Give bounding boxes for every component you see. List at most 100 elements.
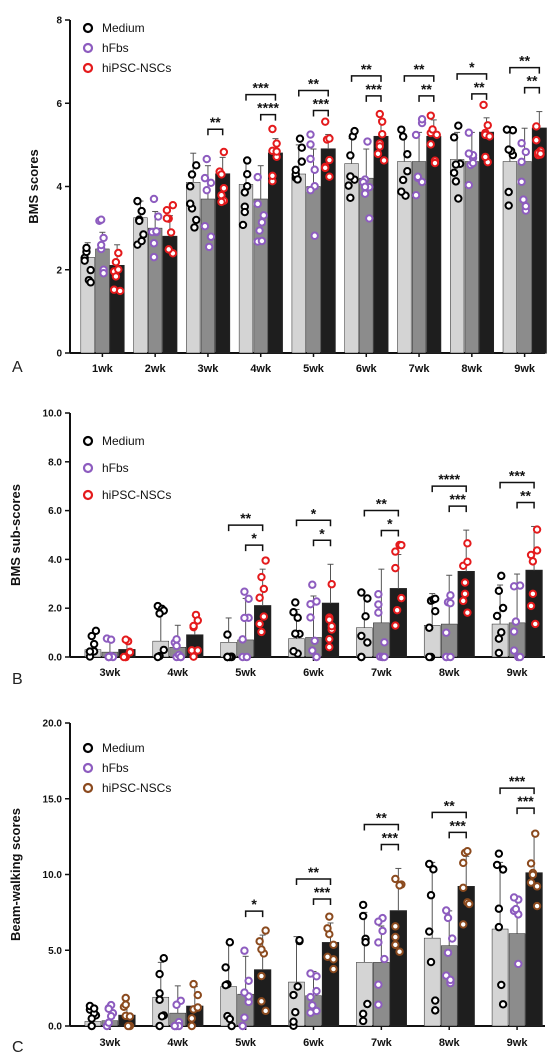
data-point-hipsc-nscs-5wk: [257, 627, 266, 637]
data-point-medium-5wk: [221, 963, 230, 972]
data-point-medium-9wk: [497, 571, 506, 581]
y-tick-label: 10.0: [43, 409, 63, 420]
data-point-hfbs-6wk: [306, 1008, 315, 1017]
data-point-medium-8wk: [425, 652, 434, 662]
data-point-hfbs-7wk: [374, 980, 383, 989]
data-point-medium-9wk: [492, 611, 502, 621]
data-point-hipsc-nscs-2wk: [162, 214, 172, 223]
data-point-medium-8wk: [426, 957, 436, 967]
data-point-hipsc-nscs-8wk: [465, 899, 474, 909]
data-point-medium-4wk: [155, 969, 164, 979]
data-point-hfbs-9wk: [521, 147, 531, 157]
y-tick-label: 0.0: [48, 653, 62, 664]
data-point-hipsc-nscs-5wk: [259, 584, 269, 594]
significance-stars: **: [520, 487, 531, 503]
data-point-medium-9wk: [494, 648, 504, 658]
data-point-medium-6wk: [291, 629, 300, 638]
significance-stars: **: [308, 75, 319, 91]
legend-label-medium: Medium: [102, 21, 145, 35]
bar-hfbs-9wk: [517, 161, 532, 354]
data-point-hfbs-9wk: [521, 201, 531, 211]
data-point-hipsc-nscs-3wk: [121, 1000, 130, 1009]
data-point-hipsc-nscs-8wk: [485, 132, 494, 141]
y-axis-label: Beam-walking scores: [8, 808, 23, 941]
data-point-hipsc-nscs-9wk: [532, 901, 542, 911]
data-point-hfbs-6wk: [312, 597, 321, 606]
significance-bracket: [471, 93, 488, 100]
bar-medium-5wk: [291, 173, 306, 354]
bar-hipsc-nscs-9wk: [525, 872, 543, 1027]
data-point-medium-6wk: [344, 181, 353, 190]
data-point-hipsc-nscs-9wk: [526, 601, 536, 611]
significance-bracket: [403, 75, 435, 82]
data-point-hipsc-nscs-1wk: [115, 286, 125, 296]
y-tick-label: 8: [56, 16, 62, 27]
data-point-hfbs-8wk: [464, 149, 474, 158]
x-tick-label: 8wk: [439, 667, 461, 679]
y-tick-label: 10.0: [43, 870, 63, 881]
data-point-hfbs-6wk: [312, 972, 321, 981]
data-point-hipsc-nscs-6wk: [325, 642, 334, 652]
data-point-hfbs-2wk: [149, 252, 159, 262]
data-point-medium-2wk: [137, 206, 146, 216]
bar-hipsc-nscs-9wk: [531, 127, 547, 354]
significance-stars: *: [251, 896, 257, 912]
data-point-hfbs-5wk: [240, 988, 249, 997]
legend-label-hfbs: hFbs: [102, 41, 129, 55]
significance-stars: ***: [382, 829, 399, 845]
data-point-hipsc-nscs-5wk: [257, 971, 266, 981]
data-point-medium-8wk: [431, 996, 440, 1005]
data-point-hfbs-7wk: [411, 191, 421, 200]
data-point-hipsc-nscs-7wk: [395, 947, 404, 956]
significance-bracket: [312, 109, 329, 117]
data-point-hipsc-nscs-8wk: [483, 121, 492, 130]
data-point-medium-4wk: [153, 652, 162, 662]
data-point-hfbs-4wk: [253, 199, 262, 209]
data-point-medium-3wk: [91, 626, 101, 636]
data-point-medium-6wk: [289, 1017, 298, 1026]
data-point-hipsc-nscs-7wk: [397, 540, 406, 550]
data-point-hipsc-nscs-9wk: [532, 136, 541, 145]
significance-bracket: [363, 823, 400, 831]
data-point-hipsc-nscs-8wk: [463, 846, 472, 856]
y-tick-label: 20.0: [43, 719, 63, 730]
data-point-hfbs-3wk: [206, 232, 216, 241]
data-point-hipsc-nscs-6wk: [375, 142, 384, 151]
x-tick-label: 8wk: [461, 363, 483, 375]
data-point-medium-5wk: [221, 980, 230, 990]
data-point-medium-5wk: [297, 143, 306, 152]
data-point-hipsc-nscs-7wk: [391, 874, 400, 884]
data-point-hfbs-4wk: [255, 226, 264, 235]
data-point-hipsc-nscs-9wk: [531, 829, 540, 838]
data-point-hipsc-nscs-4wk: [187, 1021, 196, 1031]
x-tick-label: 4wk: [250, 363, 272, 375]
data-point-hipsc-nscs-3wk: [219, 147, 229, 157]
data-point-medium-5wk: [225, 938, 235, 947]
legend-marker-medium: [82, 742, 94, 754]
data-point-medium-3wk: [89, 639, 99, 649]
legend-label-hfbs: hFbs: [102, 761, 129, 775]
data-point-hfbs-3wk: [106, 635, 116, 644]
legend-marker-hipsc-nscs: [82, 782, 94, 794]
data-point-medium-3wk: [186, 182, 195, 191]
data-point-hipsc-nscs-8wk: [479, 100, 488, 110]
data-point-medium-5wk: [223, 630, 232, 639]
data-point-medium-9wk: [504, 145, 513, 154]
significance-stars: ***: [314, 884, 331, 900]
data-point-medium-6wk: [289, 646, 298, 656]
significance-bracket: [516, 501, 535, 509]
data-point-medium-4wk: [243, 169, 252, 179]
significance-bracket: [227, 524, 264, 532]
x-tick-label: 6wk: [303, 667, 325, 679]
x-tick-label: 7wk: [371, 667, 393, 679]
data-point-medium-7wk: [358, 911, 368, 921]
data-point-medium-4wk: [155, 1021, 164, 1031]
data-point-medium-9wk: [494, 922, 504, 932]
data-point-medium-6wk: [291, 598, 300, 607]
data-point-hfbs-8wk: [442, 628, 451, 637]
data-point-hfbs-6wk: [308, 580, 317, 589]
data-point-medium-1wk: [86, 265, 95, 275]
significance-bracket: [418, 95, 435, 102]
data-point-medium-8wk: [431, 606, 440, 616]
significance-bracket: [380, 843, 400, 851]
